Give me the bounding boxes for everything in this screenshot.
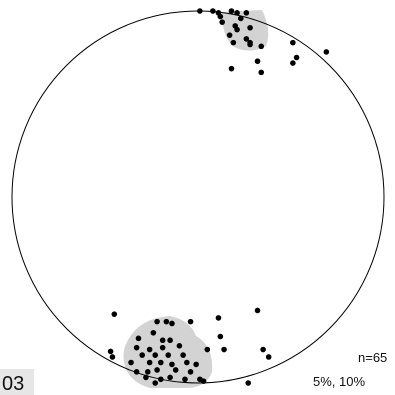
point xyxy=(169,320,175,327)
point xyxy=(152,352,159,358)
primitive-circle xyxy=(11,10,385,384)
point xyxy=(254,307,261,314)
point xyxy=(187,369,194,375)
point xyxy=(237,15,244,22)
point xyxy=(323,49,330,55)
label-box xyxy=(0,369,34,395)
point xyxy=(169,361,175,368)
point xyxy=(219,19,225,25)
plot-label: 03 xyxy=(2,373,24,395)
point xyxy=(167,374,173,381)
point xyxy=(154,318,160,325)
point xyxy=(210,8,216,14)
point xyxy=(163,318,170,325)
point xyxy=(187,318,194,325)
point xyxy=(258,43,265,50)
point xyxy=(176,343,183,349)
point xyxy=(146,346,153,353)
point xyxy=(258,69,265,76)
point xyxy=(265,354,272,360)
point xyxy=(260,346,266,353)
point xyxy=(128,359,134,366)
point xyxy=(165,352,172,358)
point xyxy=(152,380,159,386)
point xyxy=(158,376,164,383)
point xyxy=(290,60,296,66)
point xyxy=(172,367,179,373)
point xyxy=(290,39,296,46)
point xyxy=(243,36,250,42)
point xyxy=(146,359,153,366)
point xyxy=(182,376,188,383)
point xyxy=(247,24,253,31)
point xyxy=(139,352,145,358)
point xyxy=(204,346,211,353)
point xyxy=(226,32,233,38)
point xyxy=(180,352,186,358)
point xyxy=(197,8,203,14)
point xyxy=(230,39,237,46)
point xyxy=(159,337,166,344)
point xyxy=(245,380,252,386)
point xyxy=(158,359,164,366)
point xyxy=(243,10,250,16)
point xyxy=(143,374,149,381)
point xyxy=(150,329,157,336)
point xyxy=(293,54,300,61)
point xyxy=(217,333,224,340)
point xyxy=(200,378,207,384)
point xyxy=(135,335,142,342)
point xyxy=(159,344,166,351)
point xyxy=(133,369,140,375)
point xyxy=(184,359,190,366)
point xyxy=(109,354,116,360)
point xyxy=(254,58,261,65)
point xyxy=(144,369,151,375)
point xyxy=(193,361,199,368)
point xyxy=(154,367,160,373)
point xyxy=(107,348,114,355)
point xyxy=(221,346,227,353)
point xyxy=(247,41,253,48)
point xyxy=(234,26,240,33)
contour-label: 5%, 10% xyxy=(313,374,365,389)
point xyxy=(228,65,235,72)
point xyxy=(217,13,224,20)
point xyxy=(234,10,240,16)
point xyxy=(167,337,173,344)
point xyxy=(215,315,222,321)
point xyxy=(133,344,140,351)
point xyxy=(111,311,118,317)
point xyxy=(228,8,235,14)
count-label: n=65 xyxy=(358,350,387,365)
points xyxy=(107,8,330,386)
